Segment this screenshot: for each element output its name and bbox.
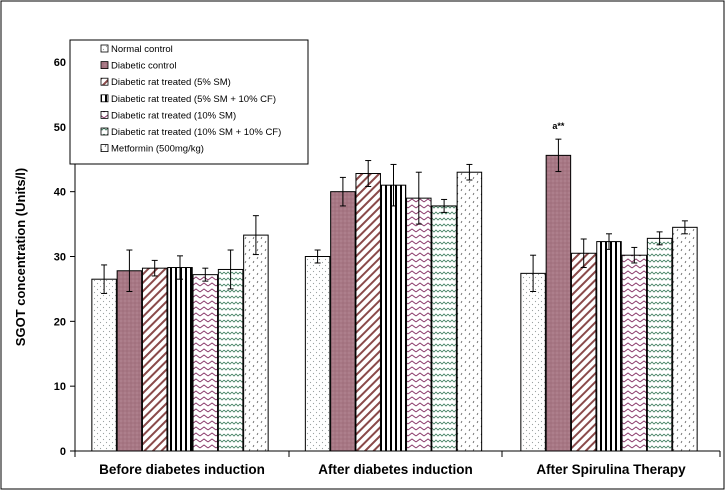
bar [431, 205, 457, 452]
y-tick-label: 50 [54, 122, 66, 134]
category-labels: Before diabetes induction After diabetes … [99, 462, 686, 477]
legend-label: Normal control [111, 44, 173, 55]
bar [380, 184, 407, 452]
legend-label: Diabetic rat treated (10% SM + 10% CF) [111, 127, 281, 138]
y-tick-label: 30 [54, 252, 66, 264]
bar [621, 254, 648, 452]
bar [596, 241, 622, 452]
legend-swatch [100, 94, 109, 103]
legend-label: Metformin (500mg/kg) [111, 144, 204, 155]
legend-label: Diabetic rat treated (5% SM) [111, 77, 231, 88]
y-tick-label: 20 [54, 316, 66, 328]
legend-label: Diabetic control [111, 61, 176, 72]
legend-swatch [100, 111, 109, 119]
bar [217, 268, 244, 452]
legend-swatch [100, 44, 109, 53]
y-tick-label: 0 [60, 446, 66, 458]
bar [520, 272, 546, 452]
y-tick-label: 40 [54, 187, 66, 199]
annotations: a** [552, 121, 565, 131]
bar [355, 173, 381, 452]
bar [91, 278, 117, 452]
bar [545, 154, 572, 452]
y-axis-title: SGOT concentration (Units/l) [13, 168, 28, 346]
bar [243, 234, 269, 452]
legend-swatch [100, 144, 109, 153]
y-axis-ticks: 0 10 20 30 40 50 60 [54, 57, 75, 458]
legend-label: Diabetic rat treated (10% SM) [111, 110, 236, 121]
x-category-label: After Spirulina Therapy [536, 462, 686, 477]
legend-swatch [100, 127, 109, 136]
bar [304, 256, 331, 452]
x-category-label: Before diabetes induction [99, 462, 265, 477]
bar [406, 197, 432, 452]
bar [646, 237, 673, 452]
error-bars [101, 138, 688, 294]
x-category-label: After diabetes induction [318, 462, 473, 477]
y-tick-label: 10 [54, 381, 66, 393]
bar [141, 267, 168, 452]
bar [330, 191, 356, 452]
bar [456, 171, 483, 452]
legend: Normal control Diabetic control Diabetic r… [69, 39, 309, 165]
legend-box [69, 39, 309, 165]
bar [672, 226, 698, 452]
bar [570, 252, 597, 452]
legend-swatch [100, 77, 109, 86]
bar [192, 274, 219, 452]
legend-label: Diabetic rat treated (5% SM + 10% CF) [111, 94, 276, 105]
bar [167, 267, 193, 452]
legend-swatch [100, 61, 109, 69]
bar-series [91, 154, 698, 452]
bar [116, 270, 143, 452]
y-tick-label: 60 [54, 57, 66, 69]
significance-annotation: a** [552, 121, 565, 131]
